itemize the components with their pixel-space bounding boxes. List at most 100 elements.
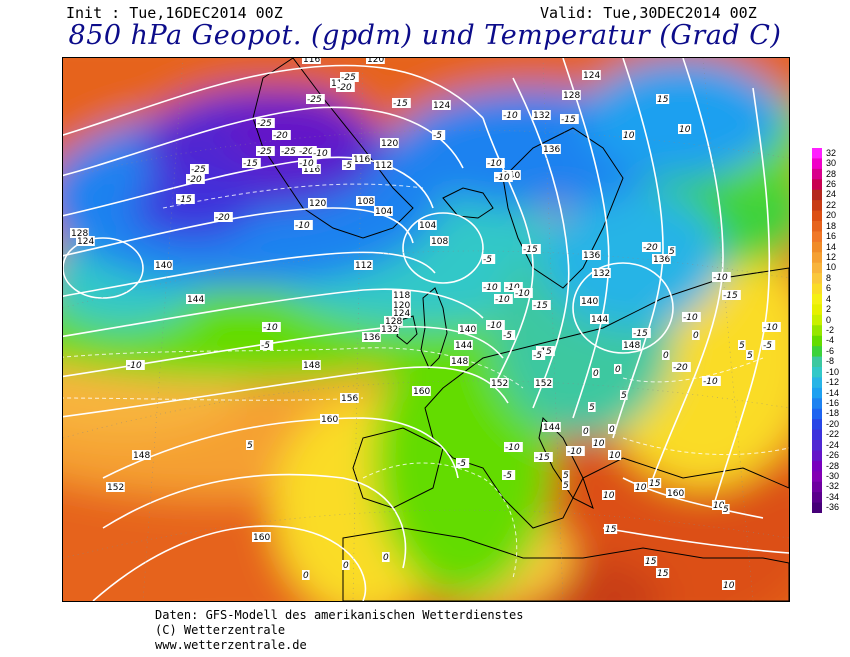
temperature-label-bg [502, 330, 516, 340]
legend-label: -2 [826, 325, 835, 335]
geopotential-label-bg [590, 314, 609, 324]
geopotential-label-bg [592, 268, 611, 278]
geopotential-label: 128 [385, 317, 402, 327]
legend-label: -24 [826, 439, 840, 450]
temperature-label-bg [532, 350, 546, 360]
legend-swatch [812, 179, 822, 191]
temperature-label-bg [302, 570, 310, 580]
temperature-label: -10 [503, 111, 518, 121]
geopotential-label-bg [308, 198, 327, 208]
temperature-label-bg [392, 98, 411, 108]
temperature-label: 0 [615, 365, 621, 375]
geopotential-label-bg [542, 422, 561, 432]
temperature-label: -10 [295, 221, 310, 231]
temperature-label-bg [260, 340, 274, 350]
legend-swatch [812, 377, 822, 389]
legend-label: 30 [826, 158, 837, 169]
temperature-label-bg [562, 470, 570, 480]
temperature-label-bg [494, 172, 513, 182]
geopotential-label-bg [562, 90, 581, 100]
geopotential-label-bg [362, 332, 381, 342]
temperature-label: -20 [299, 147, 314, 157]
legend-swatch [812, 158, 822, 170]
geopotential-label: 144 [187, 295, 204, 305]
legend-label: 6 [826, 283, 832, 294]
temperature-label-bg [242, 158, 261, 168]
legend-swatch [812, 148, 822, 159]
legend-swatch [812, 471, 822, 483]
geopotential-label: 152 [107, 483, 124, 493]
geopotential-label: 136 [583, 251, 600, 261]
temperature-label-bg [634, 482, 648, 492]
temperature-label-bg [486, 158, 505, 168]
temperature-label: 10 [603, 491, 615, 501]
temperature-label-bg [186, 174, 205, 184]
geopotential-label: 148 [623, 341, 640, 351]
temperature-label-bg [190, 164, 209, 174]
temperature-label-bg [762, 322, 781, 332]
geopotential-label: 144 [543, 423, 560, 433]
map-svg: 1161201121241241281321361401361201121161… [63, 58, 789, 601]
geopotential-label: 156 [341, 394, 358, 404]
geopotential-label: 152 [535, 379, 552, 389]
temperature-label: 0 [303, 571, 309, 581]
geopotential-label-bg [106, 482, 125, 492]
temperature-label-bg [746, 350, 754, 360]
geopotential-label: 136 [543, 145, 560, 155]
geopotential-label-bg [430, 236, 449, 246]
geopotential-label: 112 [375, 161, 392, 171]
chart-title: 850 hPa Geopot. (gpdm) und Temperatur (G… [68, 20, 782, 51]
temperature-label: -20 [337, 83, 352, 93]
geopotential-label-bg [458, 324, 477, 334]
temperature-label-bg [642, 242, 661, 252]
legend-label: -30 [826, 471, 840, 481]
legend-label: -10 [826, 366, 840, 377]
legend-swatch [812, 231, 822, 243]
geopotential-label-bg [320, 414, 339, 424]
geopotential-label: 112 [355, 261, 372, 271]
temperature-label: -15 [633, 329, 648, 339]
legend-label: 20 [826, 210, 837, 221]
temperature-label: 0 [583, 427, 589, 437]
temperature-label: 15 [657, 569, 669, 579]
geopotential-label-bg [302, 164, 321, 174]
temperature-label: -5 [261, 341, 270, 351]
geopotential-label-bg [186, 294, 205, 304]
geopotential-label: 148 [303, 361, 320, 371]
legend-swatch [812, 210, 822, 222]
geopotential-label-bg [582, 70, 601, 80]
credits: Daten: GFS-Modell des amerikanischen Wet… [155, 608, 523, 653]
legend-label: 14 [826, 241, 837, 252]
temperature-label: -10 [713, 273, 728, 283]
temperature-label-bg [294, 220, 313, 230]
temperature-label: -10 [495, 173, 510, 183]
legend-label: -36 [826, 502, 840, 513]
temperature-label: -25 [307, 95, 322, 105]
geopotential-label: 120 [381, 139, 398, 149]
temperature-label-bg [692, 330, 700, 340]
geopotential-label-bg [392, 308, 411, 318]
legend-label: -18 [826, 408, 840, 419]
temperature-label-bg [456, 458, 470, 468]
legend-label: 12 [826, 252, 837, 262]
geopotential-label: 140 [581, 297, 598, 307]
geopotential-label: 136 [653, 255, 670, 265]
geopotential-label-bg [490, 378, 509, 388]
temperature-label-bg [620, 390, 628, 400]
temperature-label-bg [306, 94, 325, 104]
legend-label: -6 [826, 345, 835, 356]
temperature-label-bg [504, 442, 523, 452]
temperature-label-bg [504, 282, 523, 292]
temperature-label-bg [562, 480, 570, 490]
temperature-label: -25 [281, 147, 296, 157]
legend-label: -8 [826, 356, 835, 367]
legend-label: -4 [826, 335, 835, 346]
legend-swatch [812, 325, 822, 337]
geopotential-label: 108 [431, 237, 448, 247]
geopotential-label-bg [154, 260, 173, 270]
credits-website[interactable]: www.wetterzentrale.de [155, 638, 307, 652]
temperature-label-bg [502, 470, 516, 480]
temperature-label-bg [534, 452, 553, 462]
temperature-label-bg [214, 212, 233, 222]
temperature-label: 10 [609, 451, 621, 461]
